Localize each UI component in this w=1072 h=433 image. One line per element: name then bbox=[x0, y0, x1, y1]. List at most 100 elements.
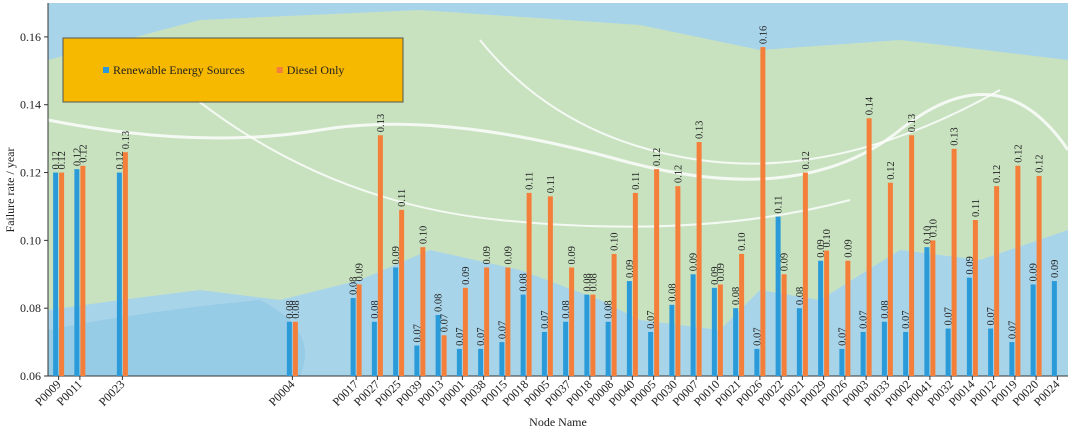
data-label: 0.10 bbox=[418, 226, 429, 244]
legend-box bbox=[62, 37, 404, 103]
data-label: 0.08 bbox=[731, 287, 742, 305]
y-tick-label: 0.16 bbox=[20, 30, 41, 44]
data-label: 0.09 bbox=[482, 246, 493, 264]
bar bbox=[478, 348, 484, 376]
data-label: 0.08 bbox=[349, 277, 360, 295]
bar bbox=[435, 314, 441, 376]
bar bbox=[739, 253, 745, 376]
data-label: 0.07 bbox=[476, 327, 487, 345]
bar bbox=[711, 287, 717, 376]
data-label: 0.12 bbox=[886, 161, 897, 179]
data-label: 0.13 bbox=[376, 114, 387, 132]
bar bbox=[116, 172, 122, 376]
bar bbox=[754, 348, 760, 376]
bar bbox=[966, 277, 972, 376]
bar bbox=[632, 192, 638, 376]
bar bbox=[903, 331, 909, 376]
data-label: 0.13 bbox=[695, 121, 706, 139]
data-label: 0.08 bbox=[795, 287, 806, 305]
bar bbox=[350, 298, 356, 376]
data-label: 0.10 bbox=[922, 226, 933, 244]
data-label: 0.07 bbox=[837, 327, 848, 345]
bar bbox=[1051, 281, 1057, 376]
bar bbox=[399, 209, 405, 376]
data-label: 0.09 bbox=[843, 239, 854, 257]
bar bbox=[860, 331, 866, 376]
data-label: 0.12 bbox=[57, 151, 68, 169]
bar bbox=[824, 250, 830, 376]
bar bbox=[818, 260, 824, 376]
bar bbox=[733, 308, 739, 376]
bar bbox=[654, 169, 660, 376]
bar bbox=[1015, 165, 1021, 376]
bar bbox=[611, 253, 617, 376]
bar bbox=[866, 118, 872, 377]
bar bbox=[414, 345, 420, 376]
bar bbox=[988, 328, 994, 376]
data-label: 0.08 bbox=[291, 300, 302, 318]
bar bbox=[286, 321, 292, 376]
data-label: 0.09 bbox=[1029, 263, 1040, 281]
data-label: 0.16 bbox=[758, 26, 769, 44]
data-label: 0.07 bbox=[859, 311, 870, 329]
data-label: 0.07 bbox=[455, 327, 466, 345]
bar bbox=[887, 182, 893, 376]
y-tick-label: 0.08 bbox=[20, 301, 41, 315]
bar bbox=[605, 321, 611, 376]
data-label: 0.12 bbox=[992, 165, 1003, 183]
data-label: 0.13 bbox=[907, 114, 918, 132]
data-label: 0.12 bbox=[673, 165, 684, 183]
data-label: 0.07 bbox=[540, 311, 551, 329]
data-label: 0.10 bbox=[610, 233, 621, 251]
bar bbox=[1036, 175, 1042, 376]
data-label: 0.07 bbox=[1007, 321, 1018, 339]
data-label: 0.11 bbox=[525, 172, 536, 190]
bar bbox=[590, 294, 596, 376]
bar bbox=[547, 196, 553, 376]
bar bbox=[371, 321, 377, 376]
bar bbox=[696, 142, 702, 376]
bar bbox=[393, 267, 399, 376]
bar bbox=[781, 274, 787, 376]
data-label: 0.12 bbox=[652, 148, 663, 166]
bar bbox=[648, 331, 654, 376]
x-axis-title: Node Name bbox=[529, 415, 587, 429]
data-label: 0.08 bbox=[880, 300, 891, 318]
y-tick-label: 0.12 bbox=[20, 166, 41, 180]
y-tick-label: 0.14 bbox=[20, 98, 41, 112]
data-label: 0.11 bbox=[546, 175, 557, 193]
bar bbox=[541, 331, 547, 376]
x-tick-label: P0004 bbox=[266, 377, 298, 409]
bar bbox=[526, 192, 532, 376]
bar bbox=[839, 348, 845, 376]
x-tick-label: P0023 bbox=[96, 377, 128, 409]
y-axis-title: Failure rate / year bbox=[3, 148, 17, 233]
data-label: 0.12 bbox=[801, 151, 812, 169]
bar bbox=[122, 152, 128, 376]
bar bbox=[924, 247, 930, 376]
data-label: 0.12 bbox=[78, 144, 89, 162]
data-label: 0.09 bbox=[780, 253, 791, 271]
bar bbox=[520, 294, 526, 376]
bar bbox=[909, 135, 915, 376]
legend-swatch bbox=[276, 67, 283, 73]
bar bbox=[584, 294, 590, 376]
data-label: 0.12 bbox=[115, 151, 126, 169]
bar bbox=[972, 220, 978, 376]
bar bbox=[53, 172, 59, 376]
bar bbox=[59, 172, 65, 376]
bar bbox=[456, 348, 462, 376]
map-background bbox=[47, 3, 1070, 376]
data-label: 0.09 bbox=[716, 263, 727, 281]
data-label: 0.08 bbox=[588, 273, 599, 291]
data-label: 0.08 bbox=[434, 294, 445, 312]
bar bbox=[499, 342, 505, 376]
legend-label: Diesel Only bbox=[287, 63, 345, 77]
data-label: 0.10 bbox=[737, 233, 748, 251]
data-label: 0.09 bbox=[625, 260, 636, 278]
bar bbox=[760, 47, 766, 376]
bar bbox=[945, 328, 951, 376]
bar bbox=[420, 247, 426, 376]
data-label: 0.07 bbox=[901, 311, 912, 329]
